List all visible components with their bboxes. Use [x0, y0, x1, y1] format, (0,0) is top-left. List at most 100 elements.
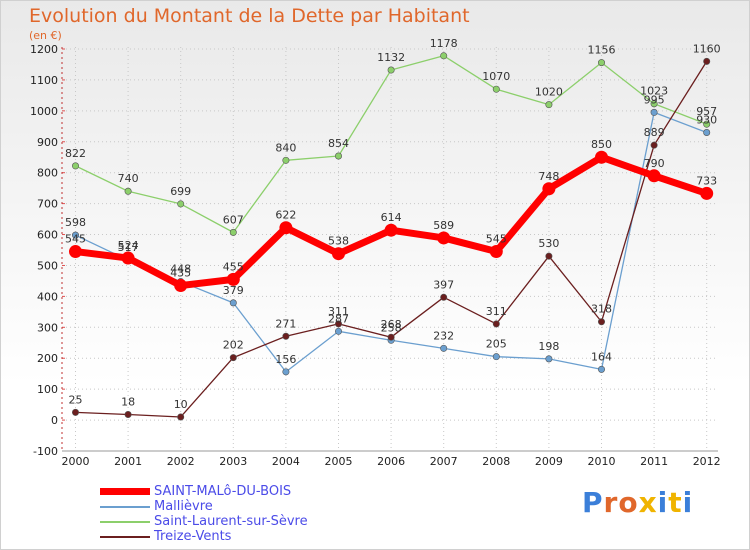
- data-label: 699: [170, 185, 191, 198]
- x-tick-label: 2003: [219, 455, 247, 468]
- brand-logo: Proxiti: [582, 486, 693, 519]
- data-point: [545, 252, 553, 260]
- data-point: [440, 293, 448, 301]
- y-tick-label: 900: [37, 136, 58, 149]
- y-tick-label: 0: [51, 414, 58, 427]
- data-label: 1156: [588, 44, 616, 57]
- data-point: [542, 182, 556, 196]
- unit-label: (en €): [29, 29, 62, 42]
- data-point: [72, 162, 80, 170]
- series-line-2: [75, 55, 707, 234]
- y-tick-label: 1200: [30, 43, 58, 56]
- data-label: 850: [591, 138, 612, 151]
- legend-item: Treize-Vents: [100, 529, 308, 544]
- data-point: [440, 52, 448, 60]
- data-label: 1023: [640, 85, 668, 98]
- data-point: [282, 332, 290, 340]
- data-label: 822: [65, 147, 86, 160]
- data-label: 435: [170, 267, 191, 280]
- legend-label: Saint-Laurent-sur-Sèvre: [154, 514, 308, 529]
- data-point: [72, 231, 80, 239]
- data-label: 25: [69, 393, 83, 406]
- data-point: [332, 247, 345, 261]
- data-point: [492, 353, 500, 361]
- data-point: [177, 200, 185, 208]
- data-point: [229, 354, 237, 362]
- data-point: [703, 57, 711, 65]
- data-point: [334, 152, 342, 160]
- data-label: 1020: [535, 86, 563, 99]
- data-label: 740: [118, 172, 139, 185]
- data-label: 202: [223, 339, 244, 352]
- data-point: [282, 156, 290, 164]
- data-point: [700, 186, 714, 200]
- y-tick-label: 100: [37, 383, 58, 396]
- data-label: 18: [121, 396, 135, 409]
- data-point: [492, 85, 500, 93]
- data-label: 545: [486, 233, 507, 246]
- legend-swatch: [100, 535, 150, 538]
- y-tick-label: 500: [37, 259, 58, 272]
- x-tick-label: 2005: [325, 455, 353, 468]
- data-label: 598: [65, 216, 86, 229]
- y-tick-label: 1100: [30, 74, 58, 87]
- y-tick-label: 1000: [30, 105, 58, 118]
- data-point: [650, 141, 658, 149]
- data-label: 10: [174, 398, 188, 411]
- data-point: [703, 120, 711, 128]
- data-label: 1178: [430, 37, 458, 50]
- data-label: 1160: [693, 42, 721, 55]
- data-label: 607: [223, 213, 244, 226]
- data-label: 271: [275, 317, 296, 330]
- data-point: [124, 187, 132, 195]
- data-point: [545, 101, 553, 109]
- data-label: 622: [275, 209, 296, 222]
- data-label: 1132: [377, 51, 405, 64]
- data-label: 889: [644, 126, 665, 139]
- data-label: 589: [433, 219, 454, 232]
- data-point: [597, 59, 605, 67]
- data-point: [121, 251, 135, 265]
- data-point: [650, 100, 658, 108]
- data-label: 258: [381, 321, 402, 334]
- logo-letter: i: [657, 486, 669, 519]
- data-point: [334, 327, 342, 335]
- data-point: [334, 320, 342, 328]
- y-tick-label: 600: [37, 229, 58, 242]
- y-tick-label: 200: [37, 352, 58, 365]
- data-label: 164: [591, 350, 612, 363]
- data-point: [124, 411, 132, 419]
- x-tick-label: 2006: [377, 455, 405, 468]
- x-tick-label: 2008: [482, 455, 510, 468]
- data-point: [174, 279, 188, 293]
- data-point: [650, 108, 658, 116]
- legend-item: Saint-Laurent-sur-Sèvre: [100, 514, 308, 529]
- legend-label: Treize-Vents: [154, 529, 232, 544]
- data-point: [384, 223, 398, 237]
- x-tick-label: 2010: [588, 455, 616, 468]
- x-tick-label: 2009: [535, 455, 563, 468]
- data-label: 455: [223, 260, 244, 273]
- data-point: [545, 355, 553, 363]
- logo-letter: r: [603, 486, 619, 519]
- legend: SAINT-MALô-DU-BOIS Mallièvre Saint-Laurent…: [100, 484, 308, 544]
- data-label: 517: [118, 241, 139, 254]
- data-label: 205: [486, 338, 507, 351]
- data-point: [437, 231, 451, 245]
- data-label: 538: [328, 235, 349, 248]
- data-label: 545: [65, 233, 86, 246]
- data-label: 790: [644, 157, 665, 170]
- data-point: [597, 365, 605, 373]
- data-label: 748: [538, 170, 559, 183]
- logo-letter: t: [668, 486, 683, 519]
- legend-label: SAINT-MALô-DU-BOIS: [154, 484, 292, 499]
- data-label: 232: [433, 329, 454, 342]
- data-label: 311: [486, 305, 507, 318]
- data-label: 1070: [482, 70, 510, 83]
- logo-letter: P: [582, 486, 604, 519]
- x-tick-label: 2001: [114, 455, 142, 468]
- data-label: 614: [381, 211, 402, 224]
- x-tick-label: 2007: [430, 455, 458, 468]
- data-point: [226, 272, 240, 286]
